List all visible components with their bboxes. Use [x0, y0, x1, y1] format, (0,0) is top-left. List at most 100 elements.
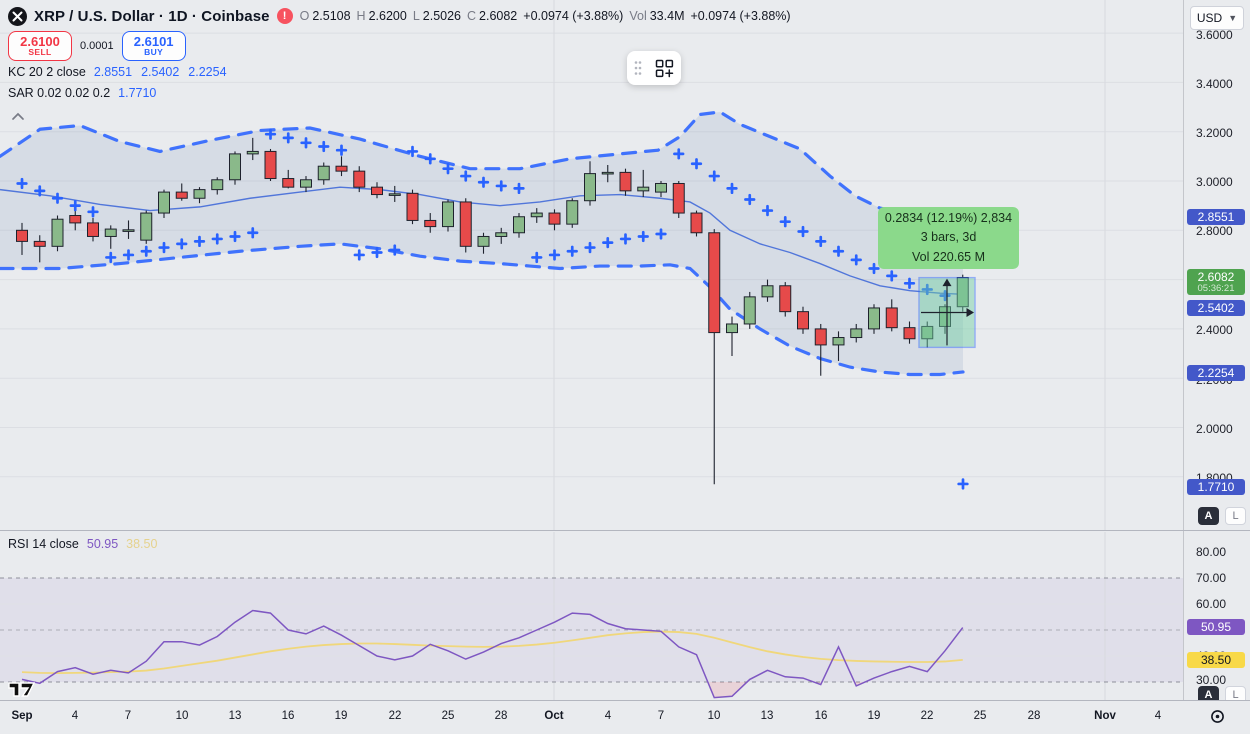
- candle: [69, 215, 82, 224]
- rsi-legend[interactable]: RSI 14 close 50.95 38.50: [8, 537, 157, 551]
- buy-price: 2.6101: [133, 33, 174, 49]
- kc-lower-band: [0, 242, 965, 377]
- candle: [282, 178, 295, 188]
- candle: [424, 219, 437, 228]
- ohlc-readout: O 2.5108 H 2.6200 L 2.5026 C 2.6082 +0.0974 …: [300, 9, 791, 23]
- sar-dot: [211, 233, 223, 245]
- candle: [477, 235, 490, 247]
- kc-legend[interactable]: KC 20 2 close 2.8551 2.5402 2.2254: [8, 65, 227, 79]
- time-axis-label: 19: [867, 710, 881, 722]
- sar-title: SAR 0.02 0.02 0.2: [8, 86, 111, 100]
- main-price-chart[interactable]: [0, 0, 1183, 530]
- sar-dot: [442, 163, 454, 175]
- close-label: C: [467, 9, 477, 23]
- sar-dot: [335, 144, 348, 156]
- candle: [442, 201, 454, 228]
- time-axis[interactable]: Sep 4 7 10 13 16 19 22 25 28 Oct 4 7 10 13 16 19 22 25 28 No…: [0, 701, 1250, 734]
- sar-dot: [673, 148, 685, 160]
- data-warning-icon[interactable]: !: [276, 8, 293, 24]
- candle: [619, 171, 632, 192]
- candle: [584, 173, 596, 202]
- spread-value: 0.0001: [80, 40, 114, 52]
- sar-dot: [868, 262, 880, 275]
- axis-label: 3.6000: [1196, 28, 1233, 42]
- log-scale-button[interactable]: L: [1225, 507, 1246, 525]
- sar-dot: [850, 254, 862, 266]
- price-axis[interactable]: 3.60003.40003.20003.00002.80002.40002.20…: [1183, 0, 1250, 734]
- sar-dot: [51, 192, 64, 204]
- candle: [672, 182, 685, 214]
- candle: [779, 285, 792, 313]
- axis-label: 2.4000: [1196, 323, 1233, 337]
- symbol-title[interactable]: XRP / U.S. Dollar · 1D · Coinbase: [34, 7, 270, 25]
- candle: [530, 212, 543, 218]
- kc-middle-line: [0, 186, 964, 296]
- candle: [513, 216, 525, 234]
- axis-label: 80.00: [1196, 545, 1227, 559]
- sar-dot: [282, 132, 294, 144]
- time-axis-divider[interactable]: [0, 700, 1250, 701]
- grid-add-icon[interactable]: [655, 59, 674, 78]
- buy-button[interactable]: 2.6101 BUY: [121, 31, 186, 61]
- price-badge: 2.2254: [1187, 365, 1245, 381]
- sar-dot: [779, 216, 791, 228]
- axis-label: 30.00: [1196, 673, 1227, 687]
- axis-label: 60.00: [1196, 597, 1227, 611]
- sar-dot: [193, 235, 206, 248]
- low-label: L: [412, 9, 420, 23]
- sar-dot: [495, 180, 507, 192]
- time-axis-label: 10: [707, 710, 721, 722]
- sar-dot: [921, 283, 933, 296]
- sell-button[interactable]: 2.6100 SELL: [8, 31, 72, 61]
- candle: [140, 212, 153, 241]
- xrp-logo-icon: [8, 6, 27, 26]
- sar-dot: [460, 170, 472, 182]
- candle: [211, 179, 224, 191]
- kc-upper-value: 2.8551: [93, 65, 133, 79]
- sar-dot: [105, 251, 117, 264]
- auto-scale-button[interactable]: A: [1198, 686, 1219, 704]
- low-value: 2.5026: [422, 9, 461, 23]
- currency-selector[interactable]: USD ▼: [1190, 6, 1244, 30]
- candle: [335, 165, 348, 172]
- candle: [371, 186, 383, 196]
- time-axis-label: 4: [71, 710, 79, 722]
- floating-drawing-toolbar[interactable]: [627, 51, 681, 85]
- sar-dot: [389, 244, 401, 256]
- candle: [246, 150, 259, 155]
- sar-dot: [815, 235, 827, 248]
- candle: [16, 229, 28, 242]
- candle: [850, 328, 863, 339]
- time-axis-label: 13: [228, 710, 242, 722]
- sar-dot: [87, 206, 99, 218]
- candle: [459, 201, 472, 247]
- high-label: H: [356, 9, 366, 23]
- candle: [566, 200, 579, 225]
- pane-divider[interactable]: [0, 530, 1250, 531]
- sar-dot: [584, 241, 596, 254]
- drag-handle-icon[interactable]: [634, 60, 642, 76]
- gear-icon[interactable]: [1209, 708, 1226, 725]
- volume-label: Vol: [629, 9, 647, 23]
- candle: [353, 170, 366, 188]
- candle: [87, 222, 99, 237]
- candle: [601, 171, 614, 175]
- sar-legend[interactable]: SAR 0.02 0.02 0.2 1.7710: [8, 86, 156, 100]
- sar-dot: [264, 128, 277, 140]
- collapse-legend-button[interactable]: [9, 110, 27, 124]
- sar-dot: [318, 140, 330, 153]
- rsi-pane-chart[interactable]: [0, 532, 1183, 700]
- candle: [33, 240, 46, 247]
- volume-change-value: +0.0974 (+3.88%): [690, 9, 791, 23]
- sar-dot: [16, 177, 28, 190]
- candle: [868, 307, 880, 330]
- candle: [495, 232, 508, 237]
- rsi-value: 50.95: [86, 537, 119, 551]
- price-badge: 38.50: [1187, 652, 1245, 668]
- time-axis-label: 19: [334, 710, 348, 722]
- auto-scale-button[interactable]: A: [1198, 507, 1219, 525]
- axis-label: 3.0000: [1196, 175, 1233, 189]
- kc-upper-band: [0, 110, 965, 219]
- tradingview-logo[interactable]: [7, 679, 37, 699]
